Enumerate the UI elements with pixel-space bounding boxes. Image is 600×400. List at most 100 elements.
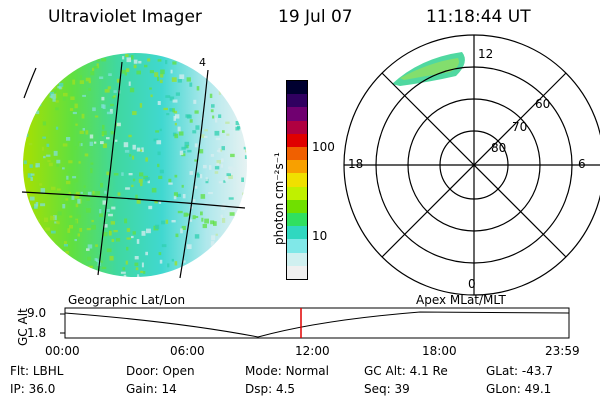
altitude-xtick-0600: 06:00 bbox=[170, 344, 205, 358]
speckle bbox=[194, 143, 198, 148]
info-seq: Seq: 39 bbox=[364, 382, 410, 396]
speckle bbox=[145, 251, 148, 256]
speckle bbox=[139, 172, 144, 177]
colorbar-tick-100: 100 bbox=[312, 140, 335, 154]
speckle bbox=[81, 113, 85, 119]
speckle bbox=[176, 193, 181, 197]
speckle bbox=[243, 146, 247, 150]
speckle bbox=[159, 79, 163, 84]
speckle bbox=[173, 115, 176, 121]
speckle bbox=[150, 94, 153, 98]
speckle bbox=[126, 228, 131, 232]
speckle bbox=[210, 154, 215, 157]
speckle bbox=[74, 146, 78, 150]
speckle bbox=[131, 184, 134, 187]
speckle bbox=[101, 96, 105, 101]
speckle bbox=[78, 161, 81, 164]
speckle bbox=[111, 206, 116, 210]
altitude-curve bbox=[64, 311, 570, 338]
speckle bbox=[100, 260, 103, 263]
speckle bbox=[199, 149, 204, 154]
speckle bbox=[101, 266, 107, 269]
speckle bbox=[116, 122, 121, 127]
speckle bbox=[73, 227, 78, 231]
speckle bbox=[182, 260, 186, 263]
speckle bbox=[141, 230, 146, 236]
speckle bbox=[230, 153, 235, 158]
speckle bbox=[113, 230, 118, 233]
speckle bbox=[99, 209, 102, 214]
speckle bbox=[75, 123, 78, 126]
speckle bbox=[125, 187, 130, 190]
speckle bbox=[80, 191, 83, 194]
speckle bbox=[194, 159, 198, 162]
speckle bbox=[210, 241, 215, 246]
speckle bbox=[64, 241, 67, 246]
speckle bbox=[102, 143, 107, 148]
altitude-xtick-1200: 12:00 bbox=[295, 344, 330, 358]
speckle bbox=[106, 248, 112, 253]
speckle bbox=[77, 141, 81, 146]
speckle bbox=[173, 195, 177, 200]
speckle bbox=[147, 58, 151, 62]
speckle bbox=[136, 147, 141, 152]
speckle bbox=[177, 210, 183, 214]
speckle bbox=[175, 114, 180, 119]
speckle bbox=[106, 209, 110, 212]
info-mode: Mode: Normal bbox=[245, 364, 329, 378]
speckle bbox=[224, 177, 229, 182]
speckle bbox=[138, 178, 143, 183]
speckle bbox=[158, 175, 163, 179]
mlt-label-6: 6 bbox=[578, 157, 586, 171]
speckle bbox=[128, 173, 133, 176]
speckle bbox=[104, 190, 107, 194]
speckle bbox=[85, 77, 91, 82]
speckle bbox=[134, 256, 139, 260]
speckle bbox=[57, 221, 60, 225]
speckle bbox=[171, 77, 177, 82]
colorbar-segment bbox=[287, 252, 307, 266]
speckle bbox=[133, 64, 137, 69]
speckle bbox=[92, 107, 96, 112]
speckle bbox=[196, 174, 200, 178]
speckle bbox=[124, 72, 127, 76]
speckle bbox=[62, 95, 66, 101]
speckle bbox=[35, 163, 40, 168]
speckle bbox=[34, 203, 38, 209]
polar-panel-label: Apex MLat/MLT bbox=[416, 293, 506, 307]
speckle bbox=[108, 73, 112, 76]
speckle bbox=[75, 175, 79, 178]
mlt-label-12: 12 bbox=[478, 47, 494, 61]
speckle bbox=[131, 55, 134, 60]
lat-label-70: 70 bbox=[512, 120, 528, 134]
speckle bbox=[103, 224, 108, 228]
speckle bbox=[69, 225, 73, 229]
speckle bbox=[201, 217, 204, 222]
info-flt: Flt: LBHL bbox=[10, 364, 64, 378]
speckle bbox=[51, 93, 56, 99]
colorbar-segment bbox=[287, 173, 307, 187]
speckle bbox=[72, 111, 77, 115]
speckle bbox=[211, 235, 216, 241]
speckle bbox=[165, 219, 169, 224]
speckle bbox=[106, 111, 112, 115]
speckle bbox=[96, 63, 99, 69]
speckle bbox=[173, 192, 178, 197]
speckle bbox=[36, 219, 40, 223]
speckle bbox=[173, 110, 178, 114]
speckle bbox=[157, 76, 160, 82]
speckle bbox=[74, 239, 77, 242]
speckle bbox=[70, 96, 75, 100]
speckle bbox=[220, 164, 224, 168]
speckle bbox=[52, 97, 56, 102]
speckle bbox=[99, 76, 104, 79]
speckle bbox=[90, 162, 94, 165]
speckle bbox=[47, 160, 51, 163]
speckle bbox=[87, 191, 92, 196]
speckle bbox=[55, 126, 59, 130]
speckle bbox=[181, 184, 184, 188]
speckle bbox=[175, 233, 179, 238]
speckle bbox=[214, 130, 220, 136]
speckle bbox=[133, 59, 138, 64]
